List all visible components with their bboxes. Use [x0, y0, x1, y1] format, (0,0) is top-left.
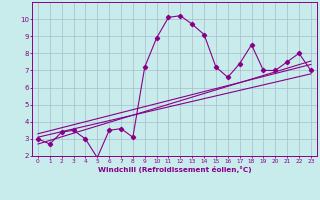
X-axis label: Windchill (Refroidissement éolien,°C): Windchill (Refroidissement éolien,°C) [98, 166, 251, 173]
